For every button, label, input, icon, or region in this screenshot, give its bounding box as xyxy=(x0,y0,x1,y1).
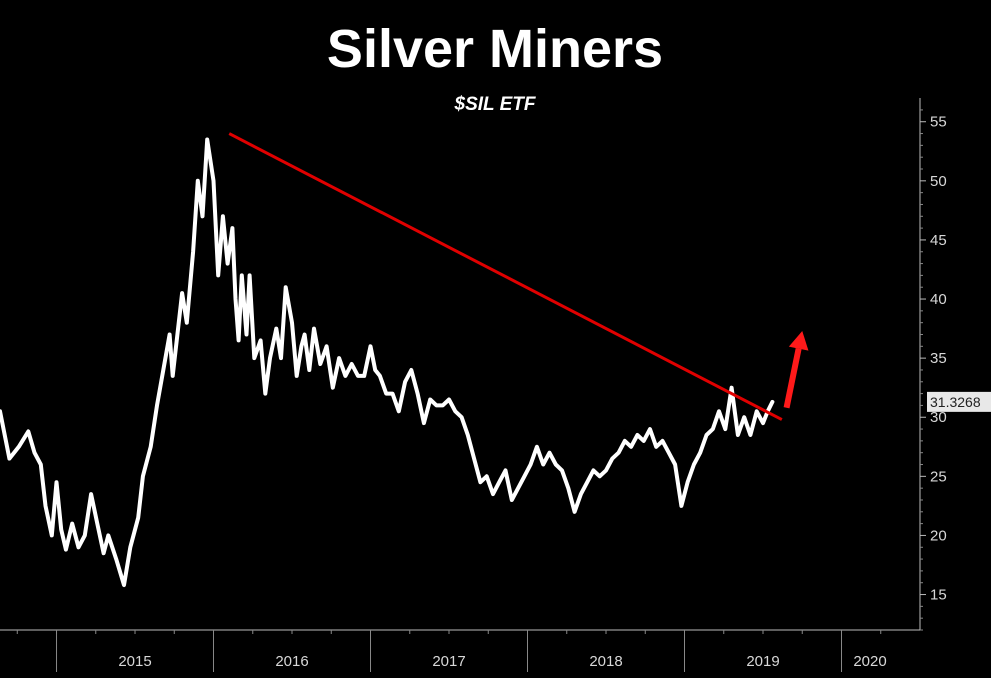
axis-labels: 15 20 25 30 35 40 45 50 55 2015 2016 2017 2018 2019 20… xyxy=(118,114,991,670)
chart-title: Silver Miners xyxy=(327,19,663,79)
breakout-arrow-shaft xyxy=(783,347,802,409)
y-tick-label: 55 xyxy=(930,114,947,131)
y-tick-label: 35 xyxy=(930,350,947,367)
y-tick-label: 20 xyxy=(930,527,947,544)
x-tick-label: 2015 xyxy=(118,653,151,670)
x-tick-label: 2016 xyxy=(275,653,308,670)
last-value-box xyxy=(927,391,991,412)
y-tick-label: 15 xyxy=(930,587,947,604)
axes xyxy=(0,98,926,672)
y-tick-label: 45 xyxy=(930,232,947,249)
x-tick-label: 2017 xyxy=(432,653,465,670)
y-tick-label: 25 xyxy=(930,468,947,485)
chart-marks xyxy=(0,132,809,588)
price-line xyxy=(0,137,775,588)
x-tick-label: 2018 xyxy=(589,653,622,670)
resistance-trendline xyxy=(228,132,783,421)
last-value-label: 31.3268 xyxy=(930,394,981,410)
chart-subtitle: $SIL ETF xyxy=(454,94,537,115)
x-tick-label: 2019 xyxy=(746,653,779,670)
y-tick-label: 50 xyxy=(930,173,947,190)
breakout-arrow-head xyxy=(788,330,809,351)
y-tick-label: 40 xyxy=(930,291,947,308)
y-tick-label: 30 xyxy=(930,409,947,426)
x-tick-label: 2020 xyxy=(853,653,886,670)
